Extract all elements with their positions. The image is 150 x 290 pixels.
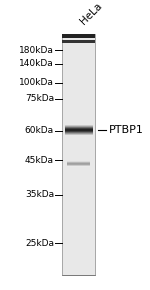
Bar bbox=[62, 40, 95, 43]
Bar bbox=[62, 34, 95, 275]
Bar bbox=[67, 164, 90, 165]
Bar bbox=[67, 165, 90, 166]
Bar bbox=[64, 131, 93, 132]
Bar bbox=[64, 132, 93, 133]
Bar bbox=[64, 129, 93, 130]
Bar bbox=[67, 165, 90, 166]
Bar bbox=[67, 162, 90, 163]
Bar bbox=[64, 130, 93, 131]
Bar bbox=[67, 163, 90, 164]
Bar bbox=[64, 134, 93, 135]
Bar bbox=[64, 128, 93, 129]
Bar bbox=[64, 126, 93, 127]
Bar bbox=[64, 128, 93, 129]
Bar bbox=[64, 127, 93, 128]
Bar bbox=[67, 163, 90, 164]
Bar bbox=[64, 126, 93, 127]
Text: 140kDa: 140kDa bbox=[19, 59, 54, 68]
Bar bbox=[64, 133, 93, 134]
Bar bbox=[64, 125, 93, 126]
Bar bbox=[67, 161, 90, 162]
Text: 25kDa: 25kDa bbox=[25, 239, 54, 248]
Text: 60kDa: 60kDa bbox=[25, 126, 54, 135]
Bar bbox=[67, 166, 90, 167]
Bar bbox=[64, 125, 93, 126]
Bar bbox=[67, 164, 90, 165]
Bar bbox=[67, 162, 90, 163]
Bar bbox=[67, 163, 90, 164]
Bar bbox=[64, 130, 93, 131]
Text: 75kDa: 75kDa bbox=[25, 94, 54, 103]
Text: HeLa: HeLa bbox=[79, 1, 104, 26]
Bar bbox=[67, 164, 90, 165]
Bar bbox=[67, 166, 90, 167]
Bar bbox=[67, 161, 90, 162]
Bar bbox=[67, 165, 90, 166]
Bar bbox=[62, 34, 95, 37]
Text: 100kDa: 100kDa bbox=[19, 78, 54, 87]
Bar bbox=[64, 129, 93, 130]
Bar bbox=[64, 133, 93, 134]
Text: 180kDa: 180kDa bbox=[19, 46, 54, 55]
Bar bbox=[64, 127, 93, 128]
Bar bbox=[64, 131, 93, 132]
Bar bbox=[67, 164, 90, 165]
Bar bbox=[64, 132, 93, 133]
Bar bbox=[67, 163, 90, 164]
Bar bbox=[67, 162, 90, 163]
Bar bbox=[67, 161, 90, 162]
Bar bbox=[64, 130, 93, 131]
Text: PTBP1: PTBP1 bbox=[109, 125, 144, 135]
Bar bbox=[67, 165, 90, 166]
Bar bbox=[64, 134, 93, 135]
Text: 45kDa: 45kDa bbox=[25, 156, 54, 165]
Text: 35kDa: 35kDa bbox=[25, 191, 54, 200]
